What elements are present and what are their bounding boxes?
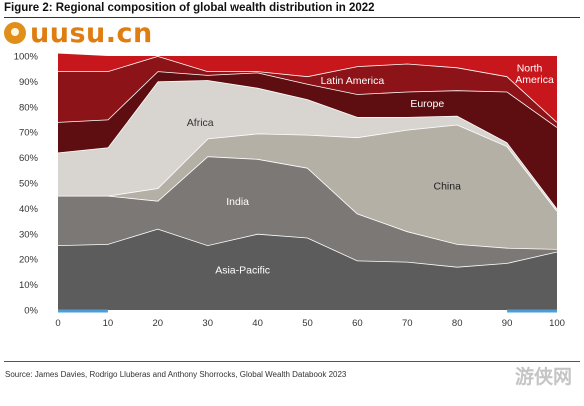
- x-tick-label: 50: [302, 318, 313, 329]
- y-tick-label: 30%: [19, 229, 39, 240]
- y-tick-label: 60%: [19, 153, 39, 164]
- x-axis: 0 10 20 30 40 50 60 70 80 90 100: [55, 318, 565, 329]
- x-tick-label: 60: [352, 318, 363, 329]
- x-tick-label: 10: [103, 318, 114, 329]
- x-tick-label: 30: [202, 318, 213, 329]
- series-label-europe: Europe: [410, 98, 444, 110]
- area-africa: [58, 80, 557, 211]
- y-tick-label: 70%: [19, 128, 39, 139]
- y-tick-label: 100%: [14, 52, 39, 63]
- series-label-latin-america: Latin America: [321, 75, 385, 87]
- x-tick-label: 90: [502, 318, 513, 329]
- y-tick-label: 20%: [19, 255, 39, 266]
- logo-icon: [4, 22, 26, 44]
- x-tick-label: 0: [55, 318, 60, 329]
- area-europe: [58, 71, 557, 209]
- area-india: [58, 156, 557, 267]
- footer-rule: [4, 361, 580, 362]
- y-tick-label: 0%: [24, 306, 38, 317]
- y-tick-label: 50%: [19, 179, 39, 190]
- area-series-group: [57, 53, 558, 310]
- title-rule: [4, 17, 580, 18]
- series-label-north: North: [517, 62, 543, 74]
- series-label-asia-pacific: Asia-Pacific: [215, 264, 270, 276]
- x-tick-label: 40: [252, 318, 263, 329]
- y-axis: 0% 10% 20% 30% 40% 50% 60% 70% 80% 90% 100%: [14, 52, 39, 317]
- y-tick-label: 40%: [19, 204, 39, 215]
- area-north-america: [58, 53, 557, 122]
- source-note: Source: James Davies, Rodrigo Lluberas a…: [5, 370, 347, 379]
- series-label-china: China: [434, 181, 462, 193]
- series-label-africa: Africa: [187, 117, 214, 129]
- x-tick-label: 80: [452, 318, 463, 329]
- area-china: [58, 124, 557, 249]
- series-label-america: America: [515, 74, 554, 86]
- y-tick-label: 90%: [19, 77, 39, 88]
- figure-title: Figure 2: Regional composition of global…: [4, 2, 375, 14]
- area-latin-america: [58, 56, 557, 128]
- x-tick-label: 20: [153, 318, 164, 329]
- y-tick-label: 80%: [19, 102, 39, 113]
- site-logo-watermark: uusu.cn: [4, 16, 153, 50]
- x-tick-label: 70: [402, 318, 413, 329]
- x-tick-label: 100: [549, 318, 565, 329]
- series-labels: Asia-Pacific India China Africa Europe Latin …: [187, 62, 554, 276]
- area-asia-pacific: [58, 228, 557, 310]
- y-tick-label: 10%: [19, 280, 39, 291]
- corner-watermark: 游侠网: [514, 366, 572, 388]
- logo-text: uusu.cn: [30, 17, 153, 49]
- series-label-india: India: [226, 196, 249, 208]
